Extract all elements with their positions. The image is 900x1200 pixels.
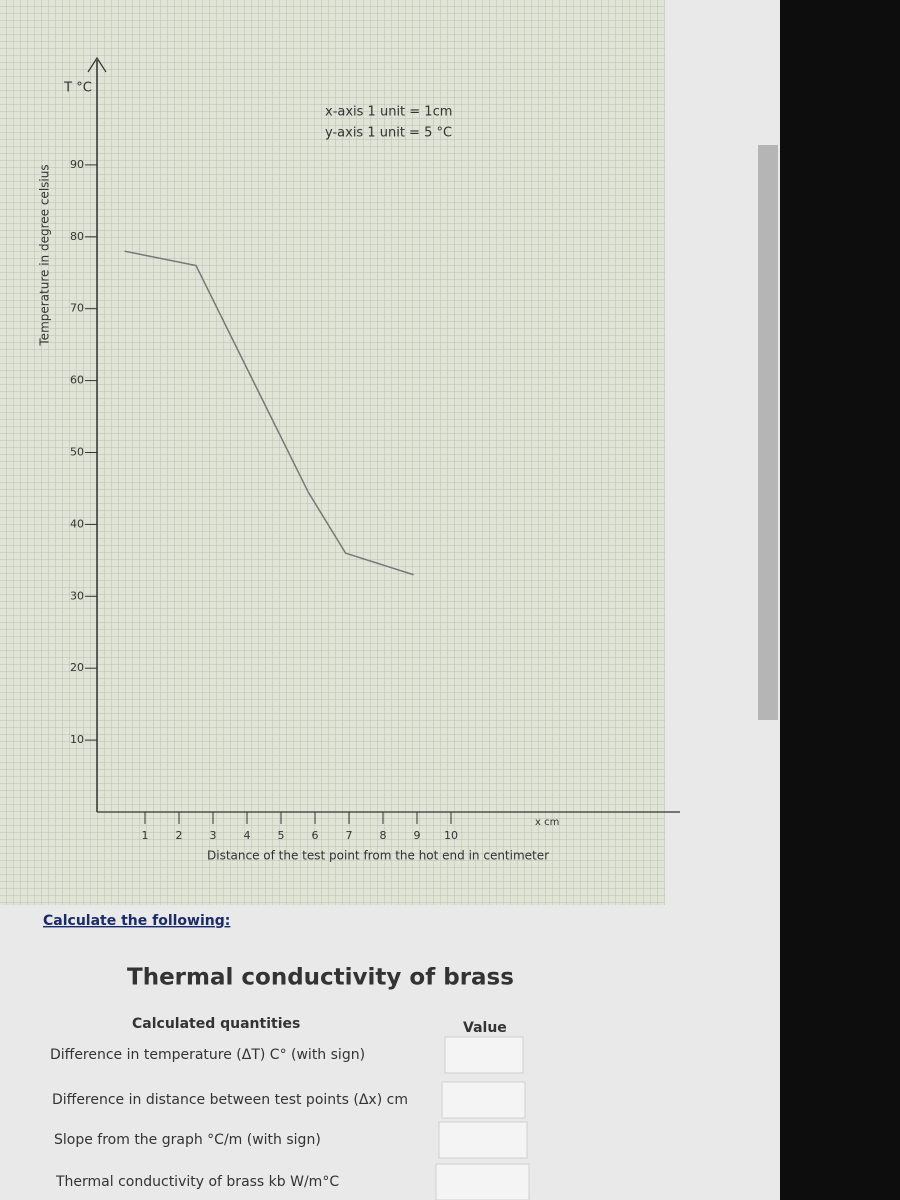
row-label: Thermal conductivity of brass kb W/m°C	[55, 1174, 339, 1190]
x-tick-label: 8	[380, 829, 387, 842]
y-tick-label: 90	[70, 158, 84, 171]
x-tick-label: 2	[176, 829, 183, 842]
scrollbar	[758, 145, 778, 720]
x-tick-label: 4	[244, 829, 251, 842]
y-tick-label: 40	[70, 517, 84, 530]
row-label: Difference in distance between test poin…	[52, 1092, 408, 1108]
y-tick-label: 20	[70, 661, 84, 674]
form-rows: Difference in temperature (ΔT) C° (with …	[50, 1036, 530, 1200]
y-tick-label: 30	[70, 589, 84, 602]
graph-grid	[0, 0, 665, 905]
x-tick-label: 6	[312, 829, 319, 842]
plot: 10 20 30 40 50 60 70 80 90 1 2 3 4 5 6 7 8 9 10	[70, 56, 680, 842]
value-input[interactable]	[441, 1081, 526, 1119]
y-tick-label: 80	[70, 230, 84, 243]
prompt: Calculate the following:	[43, 913, 230, 929]
y-tick-label: 70	[70, 302, 84, 315]
y-tick-label: 60	[70, 374, 84, 387]
x-tick-label: 5	[278, 829, 285, 842]
data-line	[124, 250, 414, 576]
note: y-axis 1 unit = 5 °C	[325, 126, 452, 141]
note: x-axis 1 unit = 1cm	[325, 105, 452, 120]
y-tick-label: 50	[70, 446, 84, 459]
y-unit: T °C	[63, 81, 92, 96]
y-tick-label: 10	[70, 733, 84, 746]
y-axis-label: Temperature in degree celsius	[38, 164, 52, 346]
row-label: Slope from the graph °C/m (with sign)	[54, 1132, 321, 1148]
value-input[interactable]	[444, 1036, 524, 1074]
row-label: Difference in temperature (ΔT) C° (with …	[50, 1047, 365, 1063]
value-input[interactable]	[435, 1163, 530, 1200]
x-tick-label: 7	[346, 829, 353, 842]
bezel	[780, 0, 900, 1200]
x-tick-label: 1	[142, 829, 149, 842]
x-unit: x cm	[535, 817, 559, 828]
y-arrow	[87, 56, 107, 73]
x-tick-label: 9	[414, 829, 421, 842]
column-header: Calculated quantities	[132, 1016, 300, 1032]
value-input[interactable]	[438, 1121, 528, 1159]
column-header: Value	[463, 1020, 507, 1036]
form-title: Thermal conductivity of brass	[127, 965, 514, 991]
x-tick-label: 10	[444, 829, 458, 842]
x-axis-label: Distance of the test point from the hot …	[207, 849, 549, 863]
x-tick-label: 3	[210, 829, 217, 842]
